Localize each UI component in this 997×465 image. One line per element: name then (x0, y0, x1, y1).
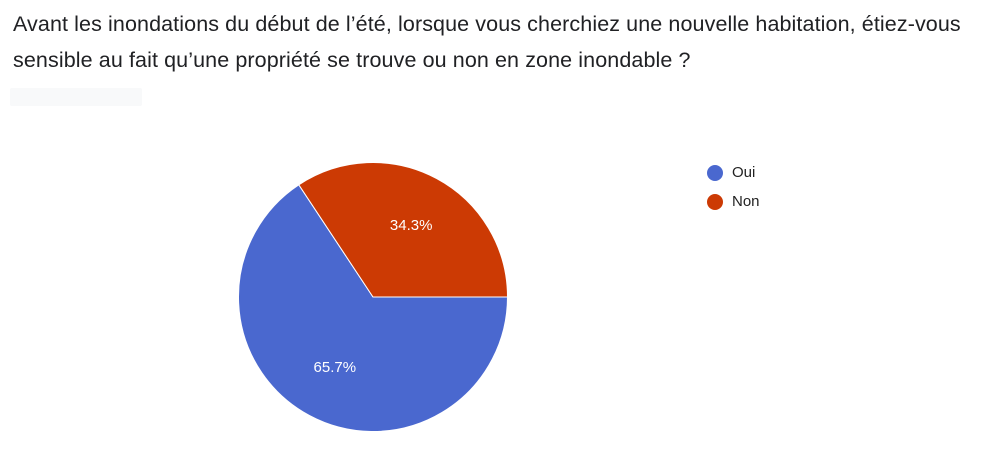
legend-item-non[interactable]: Non (707, 187, 760, 216)
slice-label-non: 34.3% (390, 217, 433, 234)
legend-label-oui: Oui (732, 164, 756, 181)
response-count-placeholder (10, 88, 142, 106)
pie-slice-oui[interactable] (238, 184, 509, 432)
question-title: Avant les inondations du début de l’été,… (13, 12, 961, 72)
pie-slice-non[interactable] (298, 162, 509, 298)
legend-item-oui[interactable]: Oui (707, 158, 760, 187)
legend-swatch-oui (707, 164, 723, 181)
slice-label-oui: 65.7% (314, 359, 357, 376)
chart-legend: Oui Non (707, 158, 760, 216)
legend-label-non: Non (732, 193, 760, 210)
legend-swatch-non (707, 193, 723, 210)
